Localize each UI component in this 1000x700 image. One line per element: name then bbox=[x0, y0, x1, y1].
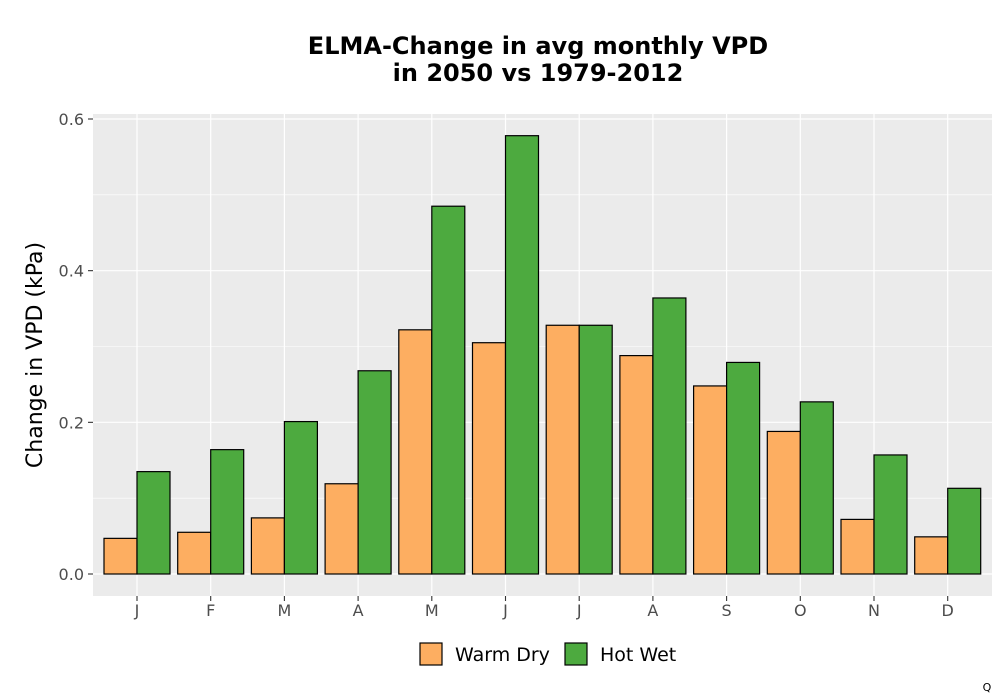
x-tick-label: J bbox=[576, 601, 582, 620]
x-tick-label: O bbox=[794, 601, 807, 620]
bar-warm-dry bbox=[324, 483, 359, 575]
x-tick-label: M bbox=[277, 601, 291, 620]
bar-warm-dry bbox=[766, 430, 801, 575]
bar-hot-wet bbox=[136, 471, 171, 575]
corner-mark: Q bbox=[983, 681, 992, 694]
bar-warm-dry bbox=[692, 385, 728, 575]
x-tick-label: J bbox=[134, 601, 140, 620]
bar-warm-dry bbox=[619, 355, 654, 575]
bar-warm-dry bbox=[398, 329, 433, 575]
bar-hot-wet bbox=[725, 361, 761, 575]
bar-warm-dry bbox=[177, 531, 212, 575]
bar-hot-wet bbox=[799, 401, 834, 575]
y-tick-label: 0.6 bbox=[59, 110, 84, 129]
legend-label: Hot Wet bbox=[600, 644, 676, 666]
y-tick-label: 0.2 bbox=[59, 413, 84, 432]
bar-hot-wet bbox=[357, 370, 392, 575]
chart-title-line-2: in 2050 vs 1979-2012 bbox=[393, 59, 684, 87]
bar-warm-dry bbox=[471, 342, 507, 575]
bar-hot-wet bbox=[210, 449, 245, 575]
chart-title-line-1: ELMA-Change in avg monthly VPD bbox=[308, 32, 768, 60]
bar-hot-wet bbox=[947, 487, 982, 575]
y-axis-label: Change in VPD (kPa) bbox=[23, 242, 48, 468]
legend: Warm Dry Hot Wet bbox=[419, 642, 676, 666]
bar-warm-dry bbox=[545, 324, 580, 575]
x-tick-label: A bbox=[353, 601, 364, 620]
bar-warm-dry bbox=[840, 518, 875, 575]
x-tick-label: A bbox=[647, 601, 658, 620]
legend-key bbox=[419, 642, 443, 666]
bar-hot-wet bbox=[873, 454, 908, 575]
y-axis: 0.0 0.2 0.4 0.6 bbox=[59, 110, 93, 584]
bars bbox=[103, 135, 982, 575]
x-tick-label: N bbox=[868, 601, 880, 620]
x-tick-label: M bbox=[425, 601, 439, 620]
bar-hot-wet bbox=[504, 135, 540, 575]
bar-hot-wet bbox=[283, 420, 318, 575]
x-tick-label: F bbox=[206, 601, 215, 620]
bar-hot-wet bbox=[431, 205, 466, 575]
bar-hot-wet bbox=[652, 297, 687, 575]
bar-warm-dry bbox=[914, 536, 949, 575]
bar-warm-dry bbox=[250, 517, 285, 575]
y-tick-label: 0.0 bbox=[59, 565, 84, 584]
x-tick-label: D bbox=[942, 601, 954, 620]
legend-key bbox=[564, 642, 588, 666]
y-tick-label: 0.4 bbox=[59, 262, 84, 281]
bar-hot-wet bbox=[578, 324, 613, 575]
x-tick-label: S bbox=[722, 601, 732, 620]
bar-warm-dry bbox=[103, 537, 138, 575]
legend-label: Warm Dry bbox=[455, 644, 550, 666]
x-tick-label: J bbox=[502, 601, 508, 620]
